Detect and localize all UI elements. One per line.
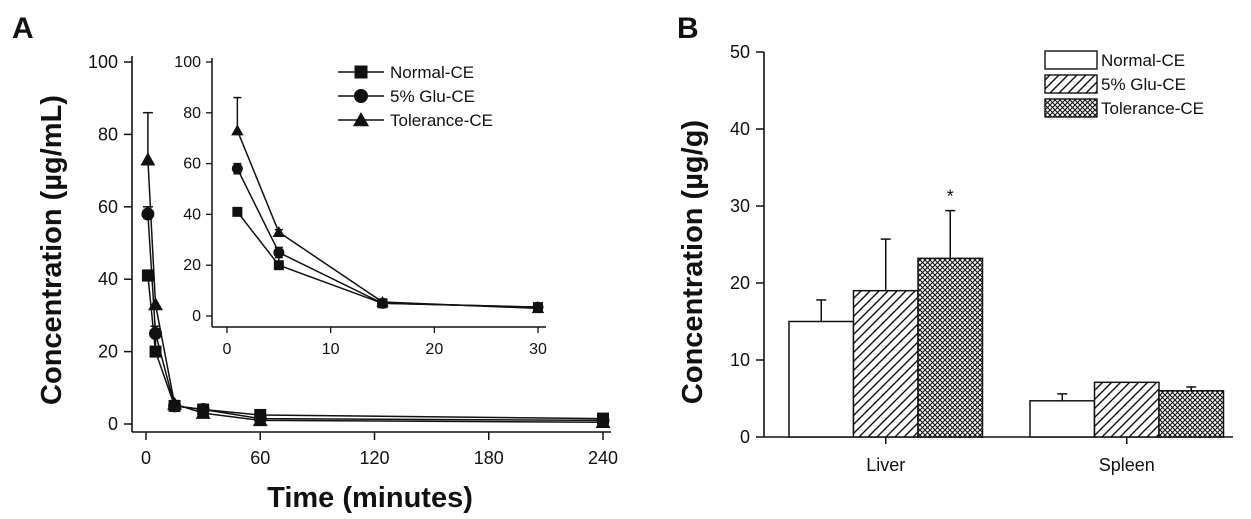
panel-b-y-tick-label: 10 (730, 350, 750, 370)
panel-b-category-label: Spleen (1099, 455, 1155, 475)
panel-a-y-tick-label: 80 (98, 124, 118, 144)
panel-b-y-tick-label: 20 (730, 273, 750, 293)
panel-b-error-bar (816, 299, 827, 322)
inset-x-tick-label: 10 (322, 341, 340, 358)
inset-data-point (376, 295, 389, 307)
panel-a-x-tick-label: 0 (141, 448, 151, 468)
inset-data-point (231, 163, 243, 175)
inset-x-tick-label: 30 (529, 341, 547, 358)
panel-a-y-tick-label: 20 (98, 342, 118, 362)
inset-y-tick-label: 60 (183, 156, 201, 173)
legend-marker (352, 111, 370, 127)
panel-b-y-axis-title: Concentration (µg/g) (677, 120, 709, 404)
legend-swatch (1044, 74, 1098, 94)
inset-x-tick-label: 0 (223, 341, 232, 358)
panel-a-y-axis-title: Concentration (µg/mL) (36, 95, 68, 405)
panel-b-error-bar (1186, 386, 1197, 391)
panel-a-y-tick-label: 40 (98, 269, 118, 289)
legend-label: 5% Glu-CE (1101, 75, 1186, 94)
inset-data-point (231, 124, 244, 136)
panel-a-x-tick-label: 240 (588, 448, 618, 468)
panel-b-legend: Normal-CE 5% Glu-CE Tolerance-CE (1044, 50, 1204, 118)
panel-a-x-tick-label: 60 (250, 448, 270, 468)
inset-y-tick-label: 20 (183, 257, 201, 274)
panel-a-x-tick-label: 180 (474, 448, 504, 468)
panel-b-bar (1029, 400, 1096, 438)
legend-label: 5% Glu-CE (390, 87, 475, 106)
panel-b-letter: B (677, 12, 699, 45)
inset-y-tick-label: 0 (192, 308, 201, 325)
panel-a-y-tick-label: 100 (88, 52, 118, 72)
panel-a-data-point (141, 207, 155, 221)
inset-series-line (236, 211, 539, 308)
inset-x-tick-label: 20 (425, 341, 443, 358)
panel-a-data-point (140, 152, 156, 166)
panel-a-data-point (252, 412, 268, 427)
panel-b-y-tick-label: 0 (740, 427, 750, 447)
panel-a-legend: Normal-CE 5% Glu-CE Tolerance-CE (338, 63, 493, 130)
inset-y-tick-label: 40 (183, 206, 201, 223)
panel-a-x-tick-label: 120 (359, 448, 389, 468)
panel-a-y-tick-label: 0 (108, 414, 118, 434)
inset-y-tick-label: 80 (183, 105, 201, 122)
panel-a-data-point (149, 345, 162, 358)
inset-series-line (236, 130, 539, 310)
panel-b-bar (1093, 381, 1160, 438)
panel-b-y-tick-label: 30 (730, 196, 750, 216)
panel-b-bar (917, 257, 984, 438)
panel-b-category-label: Liver (866, 455, 905, 475)
inset-series-line (236, 168, 539, 308)
legend-label: Tolerance-CE (390, 111, 493, 130)
panel-b-y-tick-label: 40 (730, 119, 750, 139)
panel-b-bar-chart: 0 10 20 30 40 50 Concentration (µg/g) Liver Sple… (677, 42, 1233, 475)
panel-b-bar (852, 289, 919, 438)
panel-a-inset-chart: 0 20 40 60 80 100 0 10 20 30 Normal-CE 5% Glu-CE Tol… (174, 54, 547, 358)
legend-label: Normal-CE (1101, 51, 1185, 70)
panel-b-error-bar (945, 209, 956, 259)
panel-a-error-bar (142, 111, 153, 160)
panel-a-data-point (167, 396, 183, 410)
panel-a-data-point (195, 405, 211, 419)
panel-b-error-bar (880, 238, 891, 291)
panel-b-error-bar (1057, 393, 1068, 401)
panel-b-bar (788, 320, 855, 438)
panel-a-data-point (595, 414, 611, 428)
panel-a-x-axis-title: Time (minutes) (267, 482, 473, 514)
legend-swatch (1044, 98, 1098, 118)
inset-data-point (272, 225, 286, 237)
inset-data-point (232, 206, 243, 217)
legend-label: Normal-CE (390, 63, 474, 82)
panel-b-y-tick-label: 50 (730, 42, 750, 62)
panel-a-series-line (147, 159, 604, 423)
legend-label: Tolerance-CE (1101, 99, 1204, 118)
panel-b-significance-asterisk: * (947, 187, 954, 207)
panel-a-y-tick-label: 60 (98, 197, 118, 217)
inset-data-point (273, 260, 284, 271)
panel-a-data-point (149, 327, 163, 340)
legend-swatch (1044, 50, 1098, 70)
panel-a-letter: A (12, 12, 34, 45)
legend-marker (354, 65, 368, 79)
legend-marker (354, 89, 368, 103)
panel-b-bar (1158, 390, 1225, 438)
inset-y-tick-label: 100 (174, 54, 201, 71)
panel-a-data-point (148, 297, 163, 311)
inset-data-point (531, 302, 545, 314)
inset-data-point (273, 247, 285, 258)
panel-a-series-line (147, 213, 604, 422)
